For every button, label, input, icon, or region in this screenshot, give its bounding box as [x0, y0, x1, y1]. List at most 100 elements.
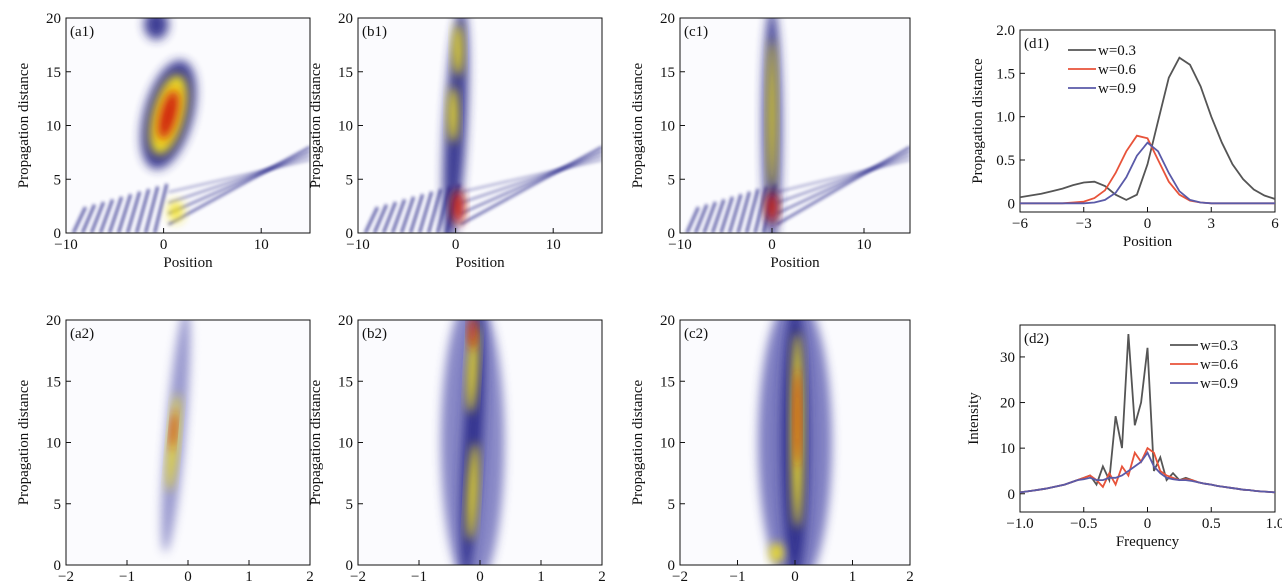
map-background: [358, 18, 602, 233]
x-tick-label: 0: [1144, 516, 1152, 532]
x-tick-label: 0.5: [1202, 516, 1221, 532]
fringe: [736, 191, 751, 233]
x-tick-label: 1: [245, 569, 253, 581]
y-tick-label: 5: [54, 497, 62, 513]
tail: [460, 158, 602, 194]
y-tick-label: 2.0: [996, 23, 1015, 39]
density-map: [358, 320, 602, 565]
x-tick-label: −1: [411, 569, 427, 581]
fringe: [117, 193, 133, 233]
density-blob: [157, 89, 180, 140]
y-tick-label: 0: [54, 558, 62, 574]
fringe: [381, 201, 397, 233]
y-tick-label: 5: [54, 172, 62, 188]
density-blob: [467, 442, 479, 541]
y-tick-label: 10: [1000, 441, 1015, 457]
fringe: [135, 188, 151, 233]
y-tick-label: 10: [46, 119, 61, 135]
panel-label: (c1): [684, 24, 708, 40]
y-tick-label: 20: [660, 11, 675, 27]
density-blob: [448, 86, 459, 143]
x-tick-label: 0: [452, 237, 460, 253]
x-tick-label: 0: [476, 569, 484, 581]
x-tick-label: 2: [598, 569, 606, 581]
density-map: [66, 18, 310, 233]
panel: −6 −3 0 3 6 0 0.5 1.0 1.5 2.0 Position Propagation …: [970, 23, 1279, 250]
density-blob: [767, 39, 777, 190]
y-tick-label: 0: [1008, 487, 1016, 503]
density-map: [358, 18, 602, 233]
y-tick-label: 0: [54, 226, 62, 242]
legend-label: w=0.9: [1098, 81, 1136, 97]
y-tick-label: 15: [338, 374, 353, 390]
fringe: [694, 204, 709, 233]
density-blob: [769, 542, 784, 563]
panel: −2−101205101520FrequencyPropagation dist…: [630, 313, 914, 585]
fringe: [685, 206, 700, 233]
x-tick-label: 1: [849, 569, 857, 581]
panel-label: (c2): [684, 326, 708, 342]
panel-label: (a1): [70, 24, 94, 40]
tail: [776, 150, 910, 215]
panel: −2−101205101520FrequencyPropagation dist…: [16, 313, 314, 585]
x-tick-label: −10: [668, 237, 691, 253]
x-tick-label: −1.0: [1006, 516, 1033, 532]
fringe: [98, 198, 115, 233]
panel: −2−101205101520FrequencyPropagation dist…: [308, 313, 606, 585]
fringe: [71, 206, 87, 233]
fringe: [126, 191, 142, 233]
y-tick-label: 5: [346, 497, 354, 513]
x-axis-label: Frequency: [1116, 534, 1180, 550]
x-axis-label: Position: [770, 255, 820, 271]
y-axis-label: Propagation distance: [308, 379, 324, 505]
y-axis-label: Propagation distance: [970, 58, 986, 184]
fringe: [400, 196, 416, 233]
density-blob: [451, 190, 465, 225]
y-axis-label: Intensity: [966, 392, 982, 445]
y-tick-label: 20: [46, 313, 61, 329]
y-tick-label: 0: [668, 558, 676, 574]
tail: [459, 145, 602, 226]
density-blob: [469, 320, 477, 350]
density-blob: [170, 410, 177, 450]
density-blob: [460, 320, 485, 565]
y-tick-label: 0: [1008, 196, 1016, 212]
panel-label: (a2): [70, 326, 94, 342]
fringe: [80, 204, 96, 233]
y-tick-label: 0: [668, 226, 676, 242]
legend-label: w=0.9: [1200, 376, 1238, 392]
density-blob: [168, 200, 184, 223]
y-tick-label: 15: [46, 374, 61, 390]
y-tick-label: 5: [668, 172, 676, 188]
x-tick-label: 0: [184, 569, 192, 581]
x-tick-label: −10: [54, 237, 77, 253]
x-tick-label: 0: [791, 569, 799, 581]
legend-label: w=0.6: [1200, 357, 1239, 373]
y-tick-label: 20: [338, 313, 353, 329]
panel: −1.0 −0.5 0 0.5 1.0 0 10 20 30 Frequency Intensity…: [966, 324, 1282, 550]
x-tick-label: 0: [768, 237, 776, 253]
series-line: [1020, 56, 1275, 201]
fringe: [427, 188, 443, 233]
density-blob: [794, 369, 801, 467]
y-tick-label: 5: [346, 172, 354, 188]
density-blob: [766, 192, 778, 223]
x-tick-label: −10: [346, 237, 369, 253]
y-tick-label: 15: [660, 374, 675, 390]
map-background: [680, 18, 910, 233]
fringe: [745, 188, 760, 233]
series-line: [1020, 141, 1275, 205]
tail: [776, 154, 910, 205]
fringe: [702, 201, 717, 233]
tail: [167, 145, 310, 226]
y-axis-label: Propagation distance: [630, 379, 646, 505]
x-tick-label: 1: [537, 569, 545, 581]
density-blob: [144, 18, 169, 40]
y-axis-label: Propagation distance: [16, 62, 32, 188]
fringe: [390, 198, 407, 233]
tail: [168, 158, 310, 194]
y-tick-label: 0: [346, 226, 354, 242]
